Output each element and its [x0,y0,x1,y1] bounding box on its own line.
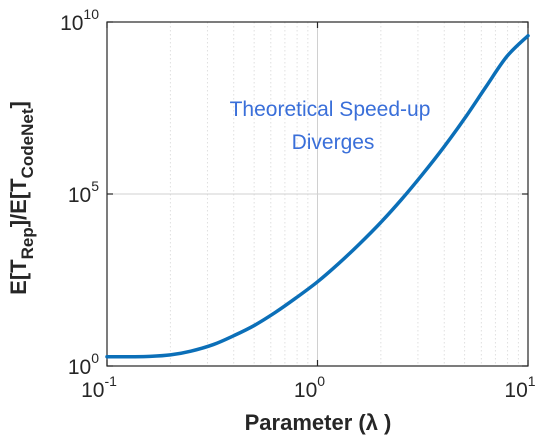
y-tick-label-exponent: 5 [91,178,99,194]
y-tick-label-base: 10 [68,356,91,379]
annotation-line-1: Theoretical Speed-up [230,98,431,121]
x-tick-label-exponent: 1 [528,373,536,389]
y-axis-label: E[TRep]/E[TCodeNet] [6,101,37,295]
y-tick-label: 100 [68,350,99,379]
y-tick-label-exponent: 0 [91,350,99,366]
x-tick-label-base: 10 [294,379,317,402]
x-tick-label-base: 10 [81,379,104,402]
y-label-part-1: E[T [6,259,31,295]
tick-marks [106,21,529,367]
x-tick-label-exponent: -1 [104,373,117,389]
annotation-line-2: Diverges [292,131,375,154]
grid [107,22,528,366]
y-tick-label-base: 10 [60,12,83,35]
y-tick-label: 105 [68,178,99,207]
x-tick-label-exponent: 0 [317,373,325,389]
x-tick-label: 100 [294,373,325,402]
y-label-part-3: ] [6,101,31,108]
x-tick-label: 10-1 [81,373,117,402]
y-label-part-2: ]/E[T [6,178,31,227]
y-label-sub-1: Rep [18,227,37,259]
series-line [105,33,530,359]
y-tick-label: 1010 [60,6,99,35]
y-tick-label-exponent: 10 [83,6,99,22]
y-tick-label-base: 10 [68,184,91,207]
x-tick-label: 101 [504,373,535,402]
x-axis-label: Parameter (λ ) [245,410,392,435]
y-label-sub-2: CodeNet [18,108,37,178]
x-tick-label-base: 10 [504,379,527,402]
